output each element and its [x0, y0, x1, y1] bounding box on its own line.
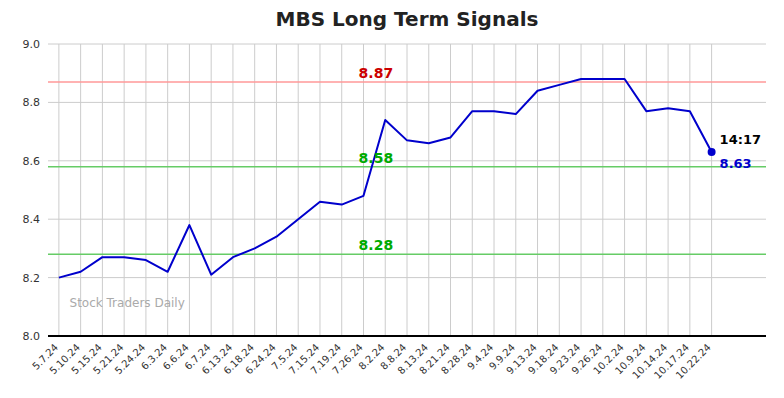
- grid-line: [450, 44, 451, 336]
- x-tick-label: 6.24.24: [243, 342, 278, 377]
- grid-line: [124, 44, 125, 336]
- grid-line: [559, 44, 560, 336]
- grid-line: [80, 44, 81, 336]
- grid-line: [385, 44, 386, 336]
- annotation-time: 14:17: [720, 132, 761, 147]
- grid-line: [58, 44, 59, 336]
- grid-line: [363, 44, 364, 336]
- y-tick-label: 8.2: [23, 272, 41, 285]
- y-tick-label: 9.0: [23, 38, 41, 51]
- grid-line: [211, 44, 212, 336]
- grid-line: [624, 44, 625, 336]
- grid-line: [602, 44, 603, 336]
- grid-line: [668, 44, 669, 336]
- grid-line: [319, 44, 320, 336]
- grid-line: [428, 44, 429, 336]
- x-tick-label: 10.22.24: [674, 342, 713, 381]
- annotation-value: 8.63: [720, 156, 752, 171]
- grid-line: [581, 44, 582, 336]
- grid-line: [167, 44, 168, 336]
- grid-line: [298, 44, 299, 336]
- signal-label: 8.28: [359, 237, 394, 253]
- x-axis-line: [48, 335, 766, 337]
- grid-line: [515, 44, 516, 336]
- signal-label: 8.58: [359, 150, 394, 166]
- grid-line: [537, 44, 538, 336]
- y-tick-label: 8.6: [23, 155, 41, 168]
- price-line: [59, 79, 712, 278]
- grid-line: [48, 336, 766, 337]
- grid-line: [646, 44, 647, 336]
- grid-line: [232, 44, 233, 336]
- last-point: [708, 148, 716, 156]
- chart: MBS Long Term Signals 8.0 8.2 8.4 8.6 8.8 9.0 5…: [0, 0, 784, 398]
- grid-line: [254, 44, 255, 336]
- grid-line: [189, 44, 190, 336]
- y-tick-label: 8.4: [23, 213, 41, 226]
- grid-line: [407, 44, 408, 336]
- y-tick-label: 8.0: [23, 330, 41, 343]
- plot-area: [48, 79, 766, 278]
- grid-line: [689, 44, 690, 336]
- grid-line: [711, 44, 712, 336]
- y-tick-label: 8.8: [23, 96, 41, 109]
- grid-line: [145, 44, 146, 336]
- grid-line: [276, 44, 277, 336]
- grid-line: [102, 44, 103, 336]
- watermark: Stock Traders Daily: [70, 296, 185, 310]
- title: MBS Long Term Signals: [276, 7, 539, 31]
- signal-line: [48, 81, 766, 83]
- x-tick-label: 5.24.24: [113, 342, 148, 377]
- x-tick-label: 8.28.24: [439, 342, 474, 377]
- x-tick-label: 7.26.24: [330, 342, 365, 377]
- signal-line: [48, 253, 766, 255]
- signal-label: 8.87: [359, 65, 394, 81]
- grid: [48, 44, 766, 336]
- grid-line: [472, 44, 473, 336]
- grid-line: [494, 44, 495, 336]
- signal-line: [48, 166, 766, 168]
- grid-line: [341, 44, 342, 336]
